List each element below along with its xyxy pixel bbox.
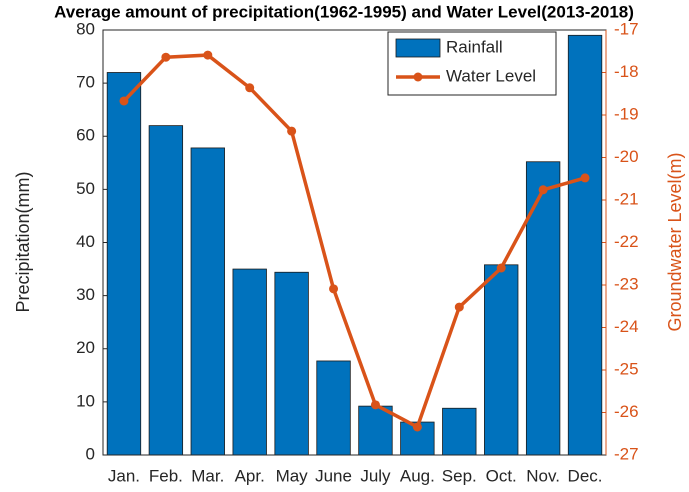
- x-tick-label: Aug.: [400, 466, 435, 485]
- y-tick-label: 50: [76, 179, 95, 198]
- point: [538, 185, 548, 195]
- y2-tick-label: -18: [614, 62, 639, 81]
- bar: [316, 360, 351, 456]
- x-tick-label: Sep.: [442, 466, 477, 485]
- legend-swatch: [413, 72, 423, 82]
- y2-tick-label: -26: [614, 402, 639, 421]
- y-tick-label: 20: [76, 338, 95, 357]
- bar: [106, 72, 142, 456]
- bar: [484, 264, 519, 456]
- bar: [148, 125, 184, 456]
- legend-swatch: [395, 38, 441, 58]
- point: [287, 126, 297, 136]
- point: [496, 263, 506, 273]
- y-tick-label: 10: [76, 391, 95, 410]
- y2-tick-label: -19: [614, 104, 639, 123]
- point: [370, 400, 380, 410]
- x-tick-label: Mar.: [191, 466, 224, 485]
- y-tick-label: 60: [76, 126, 95, 145]
- y-tick-label: 80: [76, 19, 95, 38]
- x-tick-label: June: [315, 466, 352, 485]
- y2-tick-label: -21: [614, 189, 639, 208]
- y-tick-label: 30: [76, 285, 95, 304]
- y-axis-label: Precipitation(mm): [13, 171, 33, 312]
- bar: [190, 147, 225, 456]
- legend-label: Water Level: [446, 66, 536, 85]
- y2-tick-label: -22: [614, 232, 639, 251]
- point: [245, 83, 255, 93]
- y2-tick-label: -20: [614, 147, 639, 166]
- bar: [567, 34, 603, 456]
- point: [161, 52, 171, 62]
- y-tick-label: 0: [86, 444, 95, 463]
- x-tick-label: Nov.: [526, 466, 560, 485]
- legend-label: Rainfall: [446, 37, 503, 56]
- bar: [525, 161, 561, 456]
- bar: [274, 271, 309, 456]
- y2-tick-label: -17: [614, 19, 639, 38]
- bar: [358, 405, 393, 456]
- chart-title: Average amount of precipitation(1962-199…: [54, 2, 634, 21]
- bar: [232, 268, 267, 456]
- point: [119, 96, 129, 106]
- y2-tick-label: -25: [614, 359, 639, 378]
- point: [329, 284, 339, 294]
- y2-tick-label: -27: [614, 444, 639, 463]
- point: [412, 422, 422, 432]
- y2-tick-label: -24: [614, 317, 639, 336]
- bar: [442, 407, 477, 456]
- x-tick-label: Apr.: [235, 466, 265, 485]
- point: [454, 302, 464, 312]
- point: [580, 173, 590, 183]
- x-tick-label: July: [360, 466, 391, 485]
- y2-tick-label: -23: [614, 274, 639, 293]
- x-tick-label: May: [276, 466, 309, 485]
- line: [122, 53, 586, 430]
- y-tick-label: 40: [76, 232, 95, 251]
- point: [203, 50, 213, 60]
- y2-axis-label: Groundwater Level(m): [665, 152, 685, 331]
- x-tick-label: Dec.: [568, 466, 603, 485]
- x-tick-label: Feb.: [149, 466, 183, 485]
- x-tick-label: Jan.: [108, 466, 140, 485]
- x-tick-label: Oct.: [486, 466, 517, 485]
- y-tick-label: 70: [76, 73, 95, 92]
